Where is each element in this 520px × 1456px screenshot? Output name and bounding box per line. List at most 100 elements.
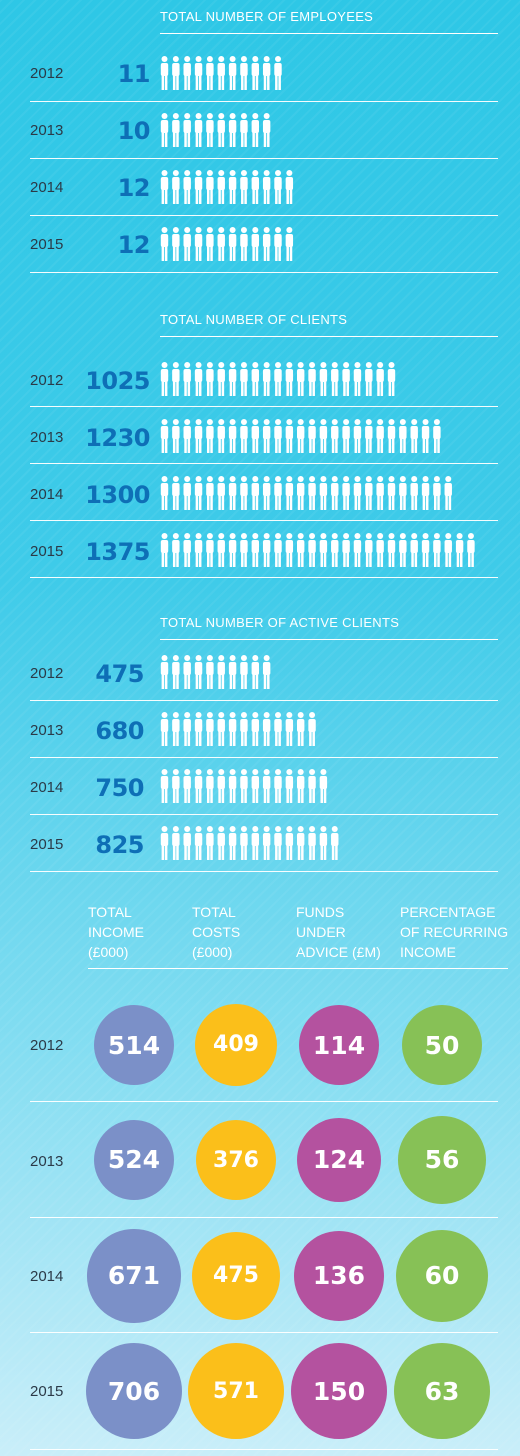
person-icon [308, 476, 316, 510]
clients-people-2013 [160, 419, 441, 453]
person-icon [194, 227, 203, 261]
person-icon [228, 826, 237, 860]
recurring-header-line: PERCENTAGE [400, 904, 496, 920]
clients-row-line [30, 577, 498, 578]
clients-people-2014 [160, 476, 452, 510]
active-row-line [30, 814, 498, 815]
clients-value-2015: 1375 [85, 538, 150, 566]
person-icon [285, 419, 294, 453]
person-icon [206, 712, 214, 746]
employees-value-2015: 12 [117, 231, 151, 259]
person-icon [160, 533, 169, 567]
person-icon [240, 533, 248, 567]
person-icon [217, 712, 225, 746]
person-icon [399, 419, 407, 453]
person-icon [285, 170, 294, 204]
employees-title: TOTAL NUMBER OF EMPLOYEES [160, 9, 374, 24]
person-icon [206, 476, 214, 510]
employees-row-line [30, 158, 498, 159]
costs-circle-2014: 475 [191, 1231, 281, 1321]
person-icon [183, 170, 191, 204]
person-icon [217, 655, 225, 689]
person-icon [172, 113, 180, 147]
active-people-2015 [160, 826, 339, 860]
person-icon [308, 712, 316, 746]
costs-column-header: TOTAL COSTS (£000) [192, 902, 240, 962]
person-icon [331, 533, 339, 567]
employees-people-2012 [160, 56, 282, 90]
person-icon [251, 533, 259, 567]
employees-year-2012: 2012 [30, 65, 64, 82]
person-icon [240, 362, 248, 396]
clients-year-2012: 2012 [30, 372, 64, 389]
person-icon [297, 476, 305, 510]
person-icon [172, 170, 180, 204]
person-icon [160, 227, 169, 261]
person-icon [297, 712, 305, 746]
person-icon [331, 419, 339, 453]
person-icon [262, 56, 271, 90]
costs-circle-2015: 571 [188, 1343, 284, 1439]
person-icon [194, 655, 203, 689]
person-icon [206, 113, 214, 147]
person-icon [262, 170, 271, 204]
person-icon [172, 56, 180, 90]
active-row-line [30, 757, 498, 758]
person-icon [217, 362, 225, 396]
clients-row-line [30, 520, 498, 521]
person-icon [285, 476, 294, 510]
person-icon [285, 362, 294, 396]
clients-title: TOTAL NUMBER OF CLIENTS [160, 312, 348, 327]
income-circle-2015: 706 [86, 1343, 182, 1439]
recurring-circle-2015: 63 [394, 1343, 490, 1439]
person-icon [319, 826, 328, 860]
person-icon [172, 227, 180, 261]
clients-row-line [30, 406, 498, 407]
active-year-2014: 2014 [30, 779, 64, 796]
person-icon [444, 476, 452, 510]
person-icon [399, 476, 407, 510]
person-icon [194, 56, 203, 90]
person-icon [228, 533, 237, 567]
person-icon [376, 533, 384, 567]
person-icon [308, 769, 316, 803]
active-clients-title: TOTAL NUMBER OF ACTIVE CLIENTS [160, 615, 400, 630]
person-icon [172, 476, 180, 510]
person-icon [308, 362, 316, 396]
person-icon [308, 533, 316, 567]
person-icon [228, 227, 237, 261]
person-icon [274, 769, 282, 803]
person-icon [251, 113, 259, 147]
clients-title-line [160, 336, 498, 337]
person-icon [262, 826, 271, 860]
table-year-2014: 2014 [30, 1268, 64, 1285]
person-icon [217, 419, 225, 453]
person-icon [160, 113, 169, 147]
person-icon [183, 712, 191, 746]
person-icon [251, 655, 259, 689]
person-icon [365, 476, 373, 510]
person-icon [228, 769, 237, 803]
active-value-2013: 680 [95, 717, 144, 745]
person-icon [228, 113, 237, 147]
employees-row-line [30, 215, 498, 216]
person-icon [319, 769, 328, 803]
funds-circle-2013: 124 [296, 1117, 382, 1203]
income-circle-2013: 524 [93, 1119, 175, 1201]
person-icon [331, 476, 339, 510]
person-icon [183, 533, 191, 567]
person-icon [262, 655, 271, 689]
person-icon [399, 533, 407, 567]
person-icon [262, 769, 271, 803]
person-icon [183, 362, 191, 396]
person-icon [376, 362, 384, 396]
costs-header-line: (£000) [192, 944, 233, 960]
person-icon [297, 362, 305, 396]
person-icon [206, 56, 214, 90]
person-icon [297, 533, 305, 567]
person-icon [421, 476, 430, 510]
active-people-2013 [160, 712, 316, 746]
person-icon [183, 56, 191, 90]
clients-people-2015 [160, 533, 475, 567]
person-icon [274, 712, 282, 746]
